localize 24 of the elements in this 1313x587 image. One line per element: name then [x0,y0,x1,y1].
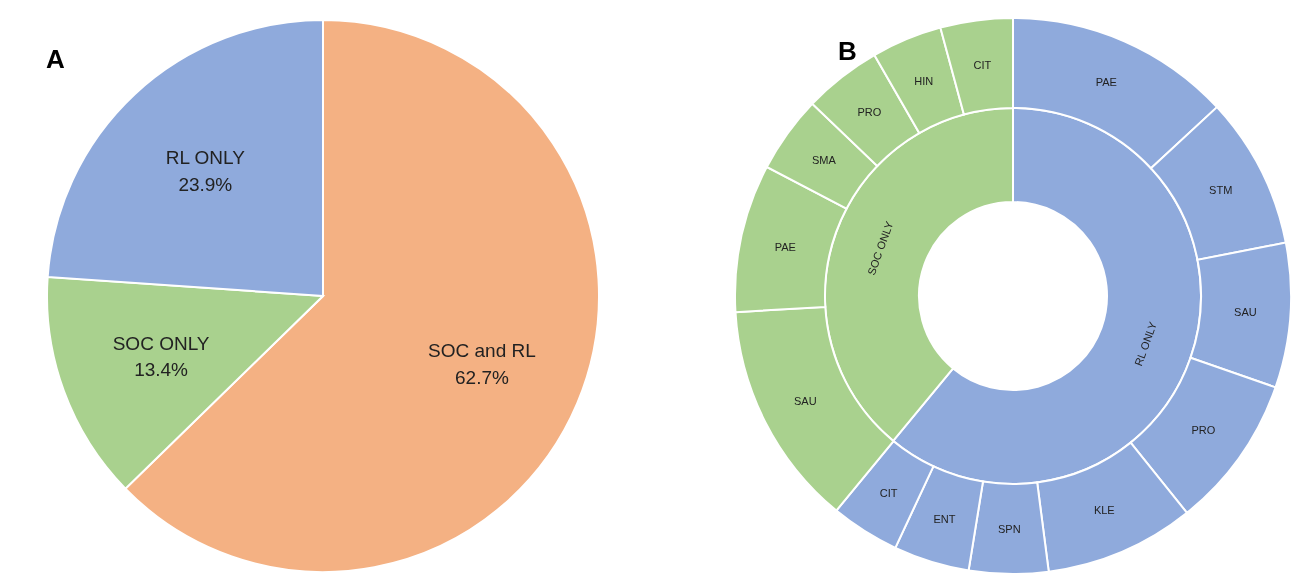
slice-label: PRO [1191,424,1216,437]
slice-label: SOC ONLY [112,332,210,354]
slice-label: RL ONLY [165,147,246,169]
slice-label: SOC ONLY [865,219,896,277]
slice-label: CIT [879,486,898,499]
slice-label: SMA [811,153,837,166]
slice-label: KLE [1093,504,1115,517]
slice-label: SAU [1234,306,1257,319]
slice-label: SAU [793,395,817,408]
slice-label: SOC and RL [428,340,536,362]
slice-label: PAE [1095,76,1117,89]
slice-label: ENT [933,512,956,525]
text: A [46,44,65,74]
data-label: 23.9% [178,173,233,195]
data-label: 13.4% [134,359,189,381]
slice-label: CIT [973,58,992,71]
chart-title: B [838,36,857,66]
slice-label: PAE [774,240,796,253]
data-label: 62.7% [455,366,509,388]
slice-label: STM [1209,184,1233,197]
slice-label: SPN [998,522,1021,535]
slice-label: HIN [914,74,934,87]
slice-label: RL ONLY [1132,319,1160,368]
slice-label: PRO [857,106,882,119]
